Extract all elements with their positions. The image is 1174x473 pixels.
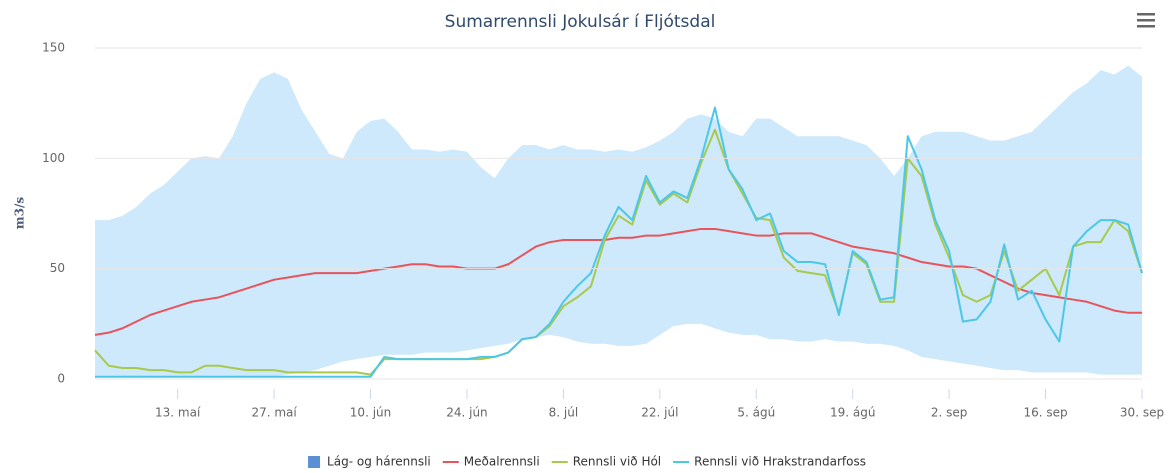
x-tick-label: 24. jún [446, 406, 487, 420]
series-line [95, 106, 1143, 378]
legend-label: Lág- og hárennsli [327, 455, 431, 469]
menu-button[interactable] [1137, 13, 1155, 28]
chart-title: Sumarrennsli Jokulsár í Fljótsdal [445, 12, 716, 32]
legend-item[interactable]: Rennsli við Hrakstrandarfoss [673, 455, 866, 469]
x-tick-label: 16. sep [1023, 406, 1067, 420]
plot [94, 65, 1143, 378]
y-axis-title: m3/s [13, 197, 27, 229]
x-tick-label: 13. maí [155, 406, 201, 420]
y-tick-label: 0 [57, 372, 65, 386]
x-tick-label: 5. ágú [737, 406, 775, 420]
x-tick-label: 10. jún [350, 406, 391, 420]
legend-symbol [308, 456, 321, 468]
x-tick-label: 8. júl [549, 406, 579, 420]
legend-label: Rennsli við Hrakstrandarfoss [694, 455, 866, 469]
x-tick-label: 22. júl [641, 406, 678, 420]
legend-item[interactable]: Rennsli við Hól [551, 455, 661, 469]
x-tick-label: 30. sep [1120, 406, 1164, 420]
menu-bar [1137, 25, 1155, 28]
legend-label: Meðalrennsli [464, 455, 540, 469]
menu-bar [1137, 19, 1155, 22]
x-tick-label: 2. sep [931, 406, 968, 420]
legend-label: Rennsli við Hól [573, 455, 661, 469]
y-tick-label: 50 [50, 261, 65, 275]
series-line [94, 227, 1142, 336]
legend: Lág- og hárennsli Meðalrennsli Rennsli við… [308, 455, 866, 469]
legend-item[interactable]: Lág- og hárennsli [308, 455, 431, 469]
menu-bar [1137, 13, 1155, 16]
range-area [95, 65, 1142, 377]
y-tick-label: 150 [42, 41, 65, 55]
x-tick-label: 19. ágú [830, 406, 875, 420]
legend-item[interactable]: Meðalrennsli [442, 455, 540, 469]
x-tick-label: 27. maí [251, 406, 297, 420]
series-line [94, 128, 1143, 376]
y-tick-label: 100 [42, 151, 65, 165]
